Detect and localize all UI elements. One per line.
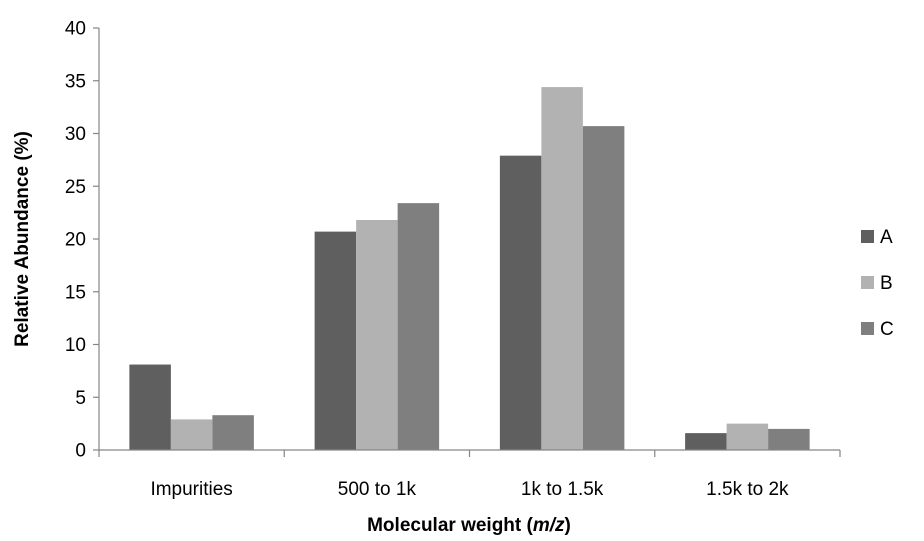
bar-A-3 xyxy=(685,433,727,450)
x-tick-label: Impurities xyxy=(150,479,232,500)
bar-A-1 xyxy=(314,231,357,450)
y-tick-label: 30 xyxy=(65,124,86,145)
bar-B-3 xyxy=(726,423,769,450)
y-tick-label: 10 xyxy=(65,335,86,356)
bar-C-2 xyxy=(582,126,625,451)
x-axis-title-main: Molecular weight ( xyxy=(367,515,533,536)
legend-label-B: B xyxy=(880,273,893,294)
y-tick-label: 25 xyxy=(65,177,86,198)
bar-B-1 xyxy=(356,220,398,450)
x-axis-title-end: ) xyxy=(565,515,571,536)
bar-B-0 xyxy=(170,419,213,450)
bar-C-3 xyxy=(768,428,810,450)
x-axis-title-italic: m/z xyxy=(533,515,565,536)
x-axis-ticks: Impurities 500 to 1k 1k to 1.5k 1.5k to 2k xyxy=(98,450,841,500)
legend-swatch-A xyxy=(861,230,874,243)
x-tick-label: 1.5k to 2k xyxy=(706,479,789,500)
legend-label-C: C xyxy=(880,319,894,340)
y-axis-title: Relative Abundance (%) xyxy=(12,131,33,347)
bar-A-2 xyxy=(499,155,542,450)
bar-C-0 xyxy=(212,415,254,450)
bar-A-0 xyxy=(129,364,171,450)
x-axis-title: Molecular weight (m/z) xyxy=(367,515,571,536)
legend-label-A: A xyxy=(880,227,893,248)
legend-swatch-C xyxy=(861,322,874,335)
y-tick-label: 40 xyxy=(65,19,86,40)
y-tick-label: 5 xyxy=(75,388,86,409)
bar-C-1 xyxy=(397,203,440,450)
y-tick-label: 15 xyxy=(65,282,86,303)
legend: A B C xyxy=(861,227,894,340)
legend-swatch-B xyxy=(861,276,874,289)
x-tick-label: 500 to 1k xyxy=(338,479,417,500)
y-tick-label: 0 xyxy=(75,441,86,462)
bars xyxy=(129,87,810,451)
x-tick-label: 1k to 1.5k xyxy=(521,479,604,500)
y-tick-label: 35 xyxy=(65,71,86,92)
y-tick-label: 20 xyxy=(65,230,86,251)
bar-B-2 xyxy=(541,87,583,450)
y-axis-ticks: 0 5 10 15 20 25 30 35 40 xyxy=(65,19,99,462)
